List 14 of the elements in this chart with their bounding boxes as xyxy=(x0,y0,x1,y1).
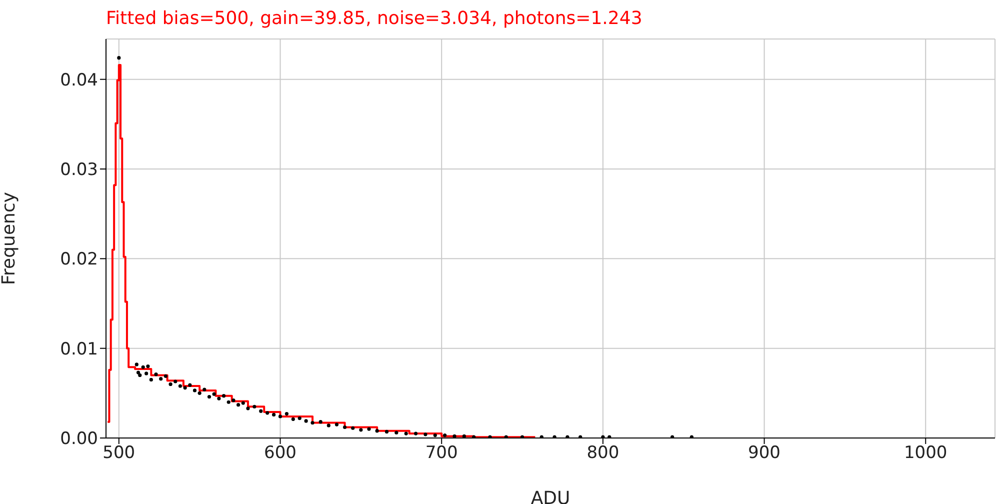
x-tick-label: 800 xyxy=(586,443,620,464)
y-tick-label: 0.00 xyxy=(60,429,98,450)
x-tick-label: 700 xyxy=(425,443,458,464)
x-tick-label: 900 xyxy=(748,443,781,464)
y-tick-label: 0.03 xyxy=(60,160,98,180)
x-tick-label: 500 xyxy=(102,443,136,464)
y-tick-label: 0.01 xyxy=(60,339,98,360)
y-tick-label: 0.04 xyxy=(60,70,98,90)
x-tick-label: 600 xyxy=(264,443,296,464)
y-tick-label: 0.02 xyxy=(60,250,98,270)
x-axis-title: ADU xyxy=(530,488,570,504)
chart-title: Fitted bias=500, gain=39.85, noise=3.034, photons=1.243 xyxy=(106,8,642,29)
x-tick-label: 1000 xyxy=(904,443,948,464)
y-axis-title: Frequency xyxy=(0,192,20,285)
